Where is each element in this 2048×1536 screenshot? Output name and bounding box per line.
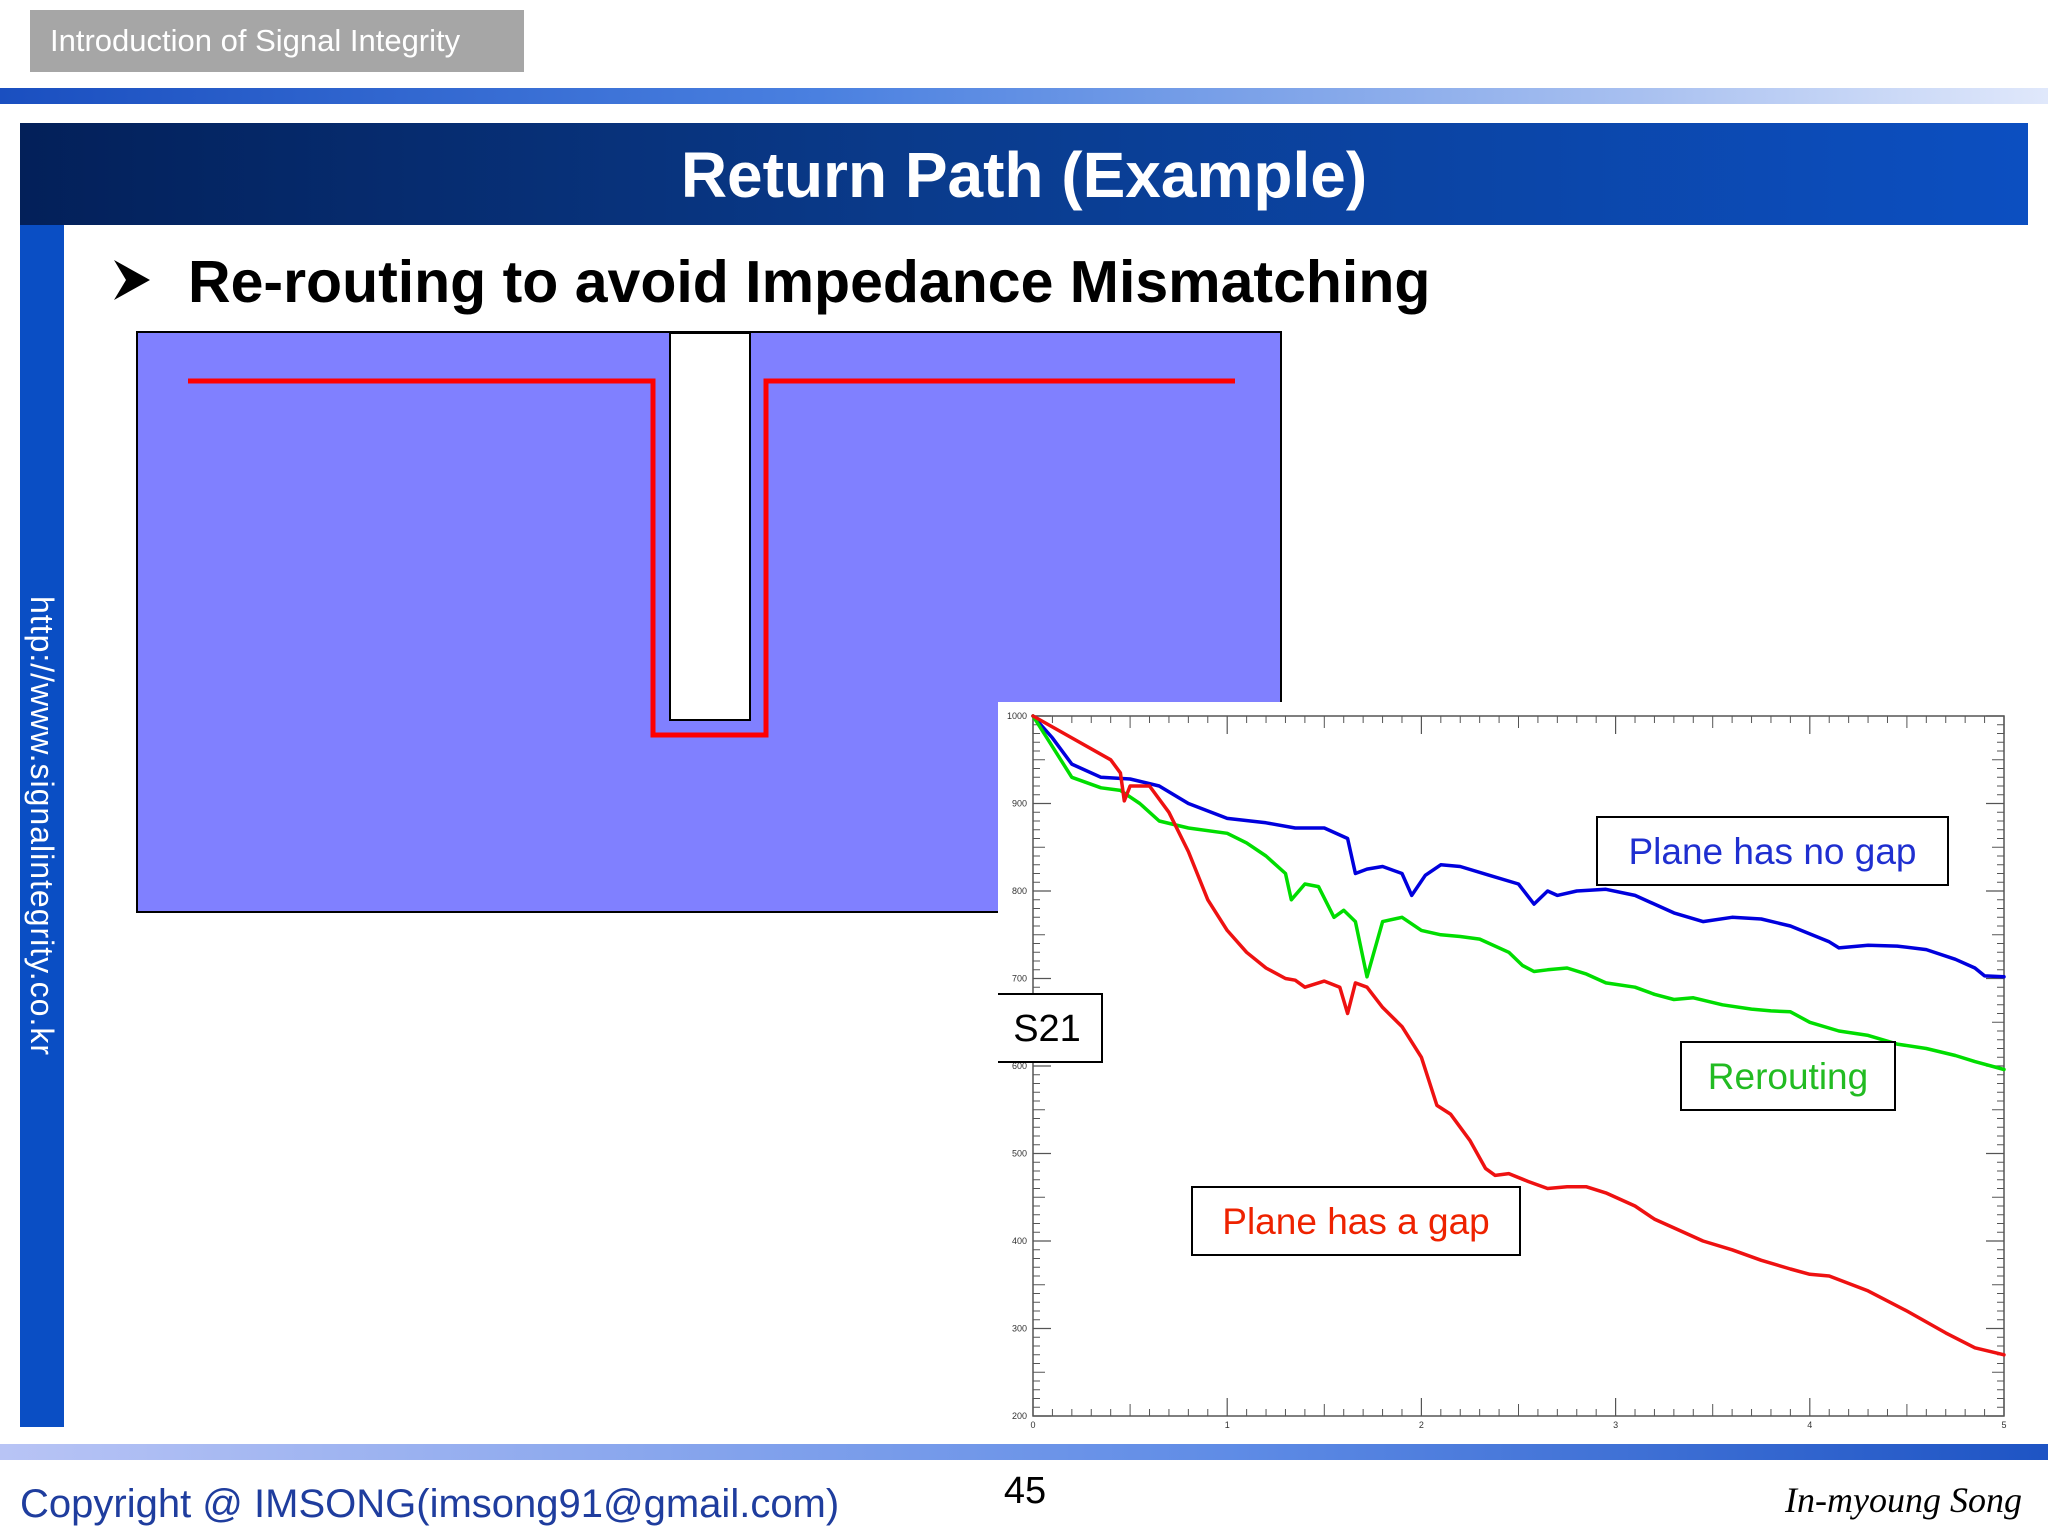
reference-plane [136, 331, 1282, 913]
y-tick-label: 400 [1012, 1236, 1027, 1246]
rerouted-signal-trace [188, 378, 1235, 738]
y-tick-label: 200 [1012, 1411, 1027, 1421]
label-rerouting-box [1680, 1041, 1896, 1111]
y-tick-label: 700 [1012, 974, 1027, 984]
ylabel-box [991, 993, 1103, 1063]
x-tick-label: 4 [1807, 1420, 1812, 1430]
y-tick-label: 1000 [1007, 711, 1027, 721]
y-tick-label: 500 [1012, 1149, 1027, 1159]
arrow-bullet-icon [114, 260, 150, 300]
series-line-plane-has-no-gap [1031, 714, 2006, 979]
top-decor-band [0, 88, 2048, 104]
y-tick-label: 800 [1012, 886, 1027, 896]
y-tick-label: 300 [1012, 1324, 1027, 1334]
bullet-text: Re-routing to avoid Impedance Mismatchin… [188, 249, 1431, 315]
copyright-text: Copyright @ IMSONG(imsong91@gmail.com) [20, 1482, 840, 1526]
author-name: In-myoung Song [1785, 1480, 2022, 1520]
label-rerouting: Rerouting [1708, 1056, 1868, 1097]
x-tick-label: 3 [1613, 1420, 1618, 1430]
plane-gap-slot [669, 333, 751, 721]
title-bar: Return Path (Example) [20, 123, 2028, 225]
bottom-decor-band [0, 1444, 2048, 1460]
label-plane-has-a-gap-box [1191, 1186, 1521, 1256]
series-line-plane-has-a-gap [1031, 714, 2006, 1357]
s21-plot-panel: 0 1 2 3 4 5 200 300 400 500 600 700 800 900 1000 Plane … [991, 702, 2048, 1432]
course-tag: Introduction of Signal Integrity [30, 10, 524, 72]
sidebar-url: http://www.signalintegrity.co.kr [24, 595, 60, 1056]
x-tick-label: 5 [2001, 1420, 2006, 1430]
sidebar: http://www.signalintegrity.co.kr [20, 225, 64, 1427]
label-plane-has-no-gap-box [1596, 816, 1949, 886]
page-number: 45 [1003, 1470, 1047, 1512]
s21-chart: 0 1 2 3 4 5 200 300 400 500 600 700 800 900 1000 Plane … [991, 711, 2007, 1430]
x-tick-label: 0 [1030, 1420, 1035, 1430]
label-plane-has-a-gap: Plane has a gap [1222, 1201, 1489, 1242]
x-tick-label: 1 [1225, 1420, 1230, 1430]
slide-title: Return Path (Example) [680, 139, 1368, 211]
y-axis-label: S21 [1013, 1008, 1081, 1050]
label-plane-has-no-gap: Plane has no gap [1628, 831, 1916, 872]
y-tick-label: 600 [1012, 1061, 1027, 1071]
y-tick-label: 900 [1012, 799, 1027, 809]
x-tick-label: 2 [1419, 1420, 1424, 1430]
series-line-rerouting [1031, 714, 2006, 1072]
